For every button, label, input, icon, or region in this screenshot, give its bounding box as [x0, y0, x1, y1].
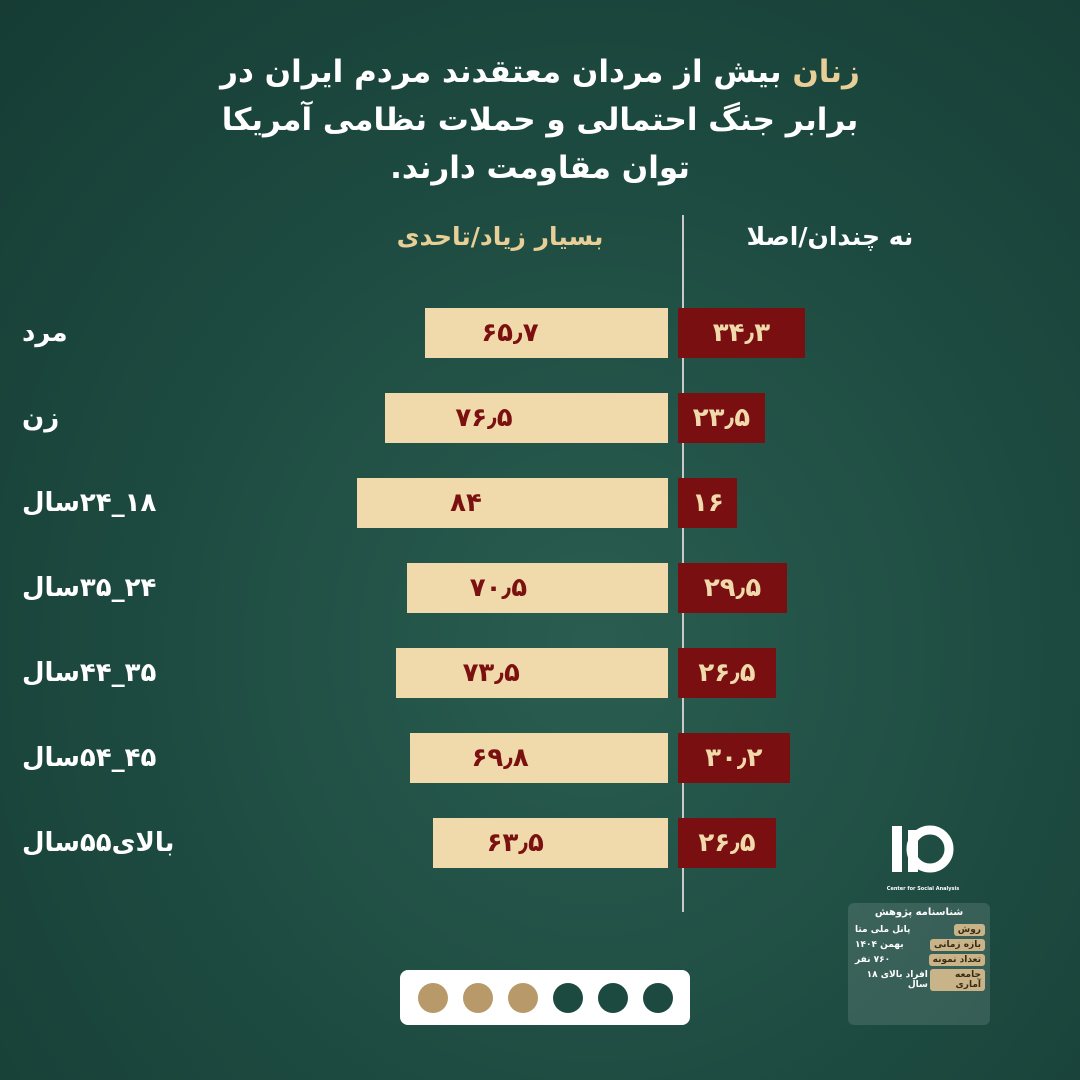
card-label: روش	[953, 924, 985, 936]
value-label: ۱۶	[692, 488, 724, 518]
bar	[433, 818, 668, 868]
bar	[678, 648, 777, 698]
value-label: ۲۶٫۵	[698, 658, 756, 688]
legend-entry: نه چندان/اصلا	[746, 222, 914, 251]
bar	[678, 478, 738, 528]
value-label: ۳۴٫۳	[712, 318, 771, 348]
value-label: ۶۹٫۸	[471, 743, 529, 773]
research-card: شناسنامه پژوهش روش پانل ملی متا بازه زمانی…	[848, 903, 990, 1025]
page-dot[interactable]	[552, 982, 583, 1013]
page-dot[interactable]	[417, 982, 448, 1013]
category-label: زن	[22, 403, 60, 433]
bar	[678, 308, 805, 358]
bar	[409, 733, 668, 783]
legend-entry: بسیار زیاد/تاحدی	[396, 222, 604, 251]
value-label: ۶۵٫۷	[481, 318, 539, 348]
bar	[678, 563, 788, 613]
value-label: ۲۹٫۵	[703, 573, 762, 603]
chart-title: زنان بیش از مردان معتقدند مردم ایران در …	[210, 48, 870, 192]
value-label: ۸۴	[450, 488, 482, 518]
card-value: افراد بالای ۱۸ سال	[866, 970, 928, 990]
card-label: بازه زمانی	[929, 939, 985, 951]
bar	[424, 308, 668, 358]
value-label: ۳۰٫۲	[705, 743, 763, 773]
logo-subtitle: Center for Social Analysis	[886, 886, 960, 892]
bar	[357, 478, 668, 528]
bar	[384, 393, 668, 443]
card-label: جامعه آماری	[929, 969, 985, 991]
card-title: شناسنامه پژوهش	[874, 907, 964, 918]
category-label: ۲۴_۳۵سال	[22, 573, 157, 603]
card-value: ۷۶۰ نفر	[855, 955, 891, 965]
bar	[678, 393, 765, 443]
card-value: بهمن ۱۴۰۴	[855, 940, 904, 950]
category-label: ۴۵_۵۴سال	[22, 743, 157, 773]
page-dot[interactable]	[597, 982, 628, 1013]
page-dot[interactable]	[507, 982, 538, 1013]
card-row: بازه زمانی بهمن ۱۴۰۴	[853, 939, 985, 951]
value-label: ۷۳٫۵	[462, 658, 520, 688]
card-value: پانل ملی متا	[855, 925, 911, 935]
card-row: تعداد نمونه ۷۶۰ نفر	[853, 954, 985, 966]
bar	[678, 818, 777, 868]
title-highlight: زنان	[792, 54, 860, 90]
value-label: ۶۳٫۵	[486, 828, 544, 858]
card-row: جامعه آماری افراد بالای ۱۸ سال	[853, 969, 985, 991]
value-label: ۷۶٫۵	[455, 403, 513, 433]
page-dot[interactable]	[462, 982, 493, 1013]
bar	[407, 563, 668, 613]
bar	[678, 733, 790, 783]
bar	[396, 648, 668, 698]
category-label: ۳۵_۴۴سال	[22, 658, 157, 688]
category-label: بالای۵۵سال	[22, 828, 175, 858]
page-dot[interactable]	[642, 982, 673, 1013]
pagination	[400, 970, 690, 1025]
category-label: ۱۸_۲۴سال	[22, 488, 157, 518]
value-label: ۲۳٫۵	[692, 403, 751, 433]
card-label: تعداد نمونه	[928, 954, 985, 966]
title-text: بیش از مردان معتقدند مردم ایران در برابر…	[220, 54, 859, 186]
card-row: روش پانل ملی متا	[853, 924, 985, 936]
category-label: مرد	[22, 318, 68, 348]
logo	[892, 825, 954, 873]
value-label: ۷۰٫۵	[469, 573, 528, 603]
value-label: ۲۶٫۵	[698, 828, 756, 858]
